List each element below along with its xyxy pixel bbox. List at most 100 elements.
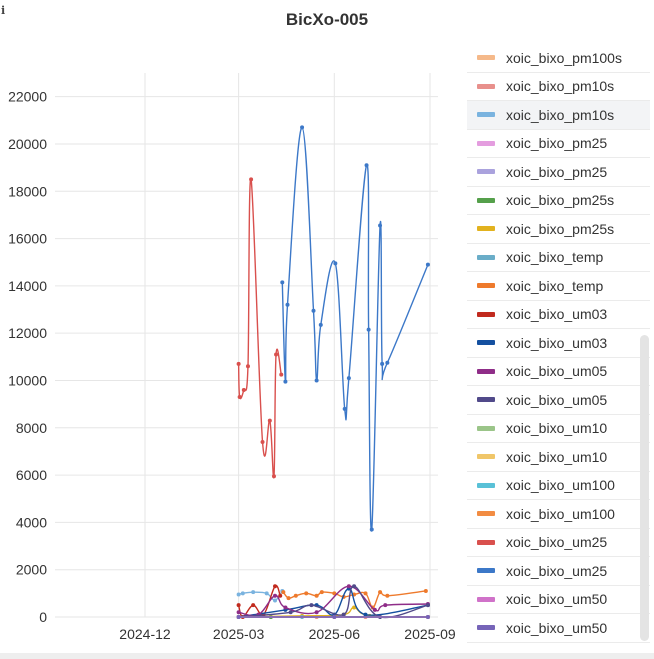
legend-item[interactable]: xoic_bixo_um10 (467, 415, 650, 443)
data-point (425, 262, 430, 267)
legend-item[interactable]: xoic_bixo_um05 (467, 358, 650, 386)
legend-label: xoic_bixo_pm25s (506, 220, 615, 237)
legend-item[interactable]: xoic_bixo_um03 (467, 301, 650, 329)
data-point (281, 590, 286, 595)
data-point (251, 590, 256, 595)
series-11 (236, 584, 430, 617)
legend-label: xoic_bixo_pm10s (506, 78, 615, 95)
legend-label: xoic_bixo_um03 (506, 306, 608, 323)
legend-item[interactable]: xoic_bixo_um25 (467, 529, 650, 557)
legend-scrollbar[interactable] (640, 335, 649, 641)
data-point (245, 364, 250, 369)
legend-label: xoic_bixo_pm25 (506, 135, 608, 152)
data-point (273, 598, 278, 603)
data-point (363, 591, 368, 596)
legend-label: xoic_bixo_um25 (506, 534, 608, 551)
legend-item[interactable]: xoic_bixo_pm25s (467, 187, 650, 215)
legend-swatch (477, 283, 495, 289)
tick-labels: 0 2000 4000 6000 8000 10000 12000 14000 16000 180… (8, 89, 456, 642)
data-point (271, 474, 276, 479)
legend-item[interactable]: xoic_bixo_um100 (467, 472, 650, 500)
series-line (237, 178, 282, 479)
legend-label: xoic_bixo_um10 (506, 420, 608, 437)
legend-label: xoic_bixo_pm25s (506, 192, 615, 209)
legend-item[interactable]: xoic_bixo_um50 (467, 614, 650, 643)
data-point (300, 125, 305, 130)
data-point (333, 261, 338, 266)
legend-item[interactable]: xoic_bixo_pm25s (467, 215, 650, 244)
data-point (369, 527, 374, 532)
data-point (237, 395, 242, 400)
legend-swatch (477, 197, 495, 203)
data-point (314, 593, 319, 598)
info-icon[interactable]: i (1, 4, 6, 17)
y-tick-label: 20000 (8, 136, 47, 152)
data-point (314, 378, 319, 383)
data-point (372, 607, 377, 612)
legend-swatch (477, 340, 495, 346)
data-point (383, 603, 388, 608)
y-tick-label: 8000 (16, 420, 47, 436)
data-point (241, 387, 246, 392)
legend-label: xoic_bixo_um05 (506, 391, 608, 408)
data-point (341, 612, 346, 617)
legend-label: xoic_bixo_um10 (506, 448, 608, 465)
legend-label: xoic_bixo_um50 (506, 591, 608, 608)
legend-swatch (477, 254, 495, 260)
legend-item[interactable]: xoic_bixo_um05 (467, 386, 650, 415)
chart-title: BicXo-005 (285, 10, 369, 29)
legend-label: xoic_bixo_um50 (506, 619, 608, 636)
legend-swatch (477, 55, 495, 61)
data-point (423, 588, 428, 593)
data-point (311, 308, 316, 313)
legend-item[interactable]: xoic_bixo_um03 (467, 329, 650, 358)
legend-item[interactable]: xoic_bixo_um25 (467, 557, 650, 586)
legend-label: xoic_bixo_pm10s (506, 106, 615, 123)
legend-item[interactable]: xoic_bixo_um50 (467, 586, 650, 614)
legend-item[interactable]: xoic_bixo_pm100s (467, 44, 650, 73)
data-point (286, 596, 291, 601)
data-point (236, 615, 241, 619)
y-tick-label: 6000 (16, 467, 47, 483)
data-point (267, 418, 272, 423)
data-point (236, 603, 241, 608)
legend-item[interactable]: xoic_bixo_temp (467, 244, 650, 272)
legend-swatch (477, 596, 495, 602)
data-point (285, 302, 290, 307)
series-12 (236, 584, 430, 619)
y-tick-label: 0 (39, 609, 47, 625)
legend-swatch (477, 112, 495, 118)
legend-item[interactable]: xoic_bixo_pm10s (467, 101, 650, 130)
legend-item[interactable]: xoic_bixo_pm10s (467, 73, 650, 101)
legend-label: xoic_bixo_temp (506, 249, 604, 266)
legend-swatch (477, 368, 495, 374)
series-17 (236, 177, 284, 479)
data-point (279, 372, 284, 377)
legend-item[interactable]: xoic_bixo_temp (467, 272, 650, 301)
data-point (319, 590, 324, 595)
data-point (318, 322, 323, 327)
y-tick-label: 12000 (8, 325, 47, 341)
data-point (240, 591, 245, 596)
data-point (293, 593, 298, 598)
data-point (309, 603, 314, 608)
y-tick-label: 2000 (16, 562, 47, 578)
legend-item[interactable]: xoic_bixo_pm25 (467, 130, 650, 158)
legend-item[interactable]: xoic_bixo_pm25 (467, 158, 650, 187)
legend: xoic_bixo_pm100s xoic_bixo_pm10s xoic_bixo… (467, 44, 650, 644)
series-18 (280, 125, 430, 532)
data-point (283, 379, 288, 384)
legend-item[interactable]: xoic_bixo_um10 (467, 443, 650, 472)
legend-label: xoic_bixo_um100 (506, 505, 615, 522)
data-point (288, 610, 293, 615)
data-point (425, 615, 430, 619)
horizontal-scrollbar[interactable] (0, 653, 654, 659)
legend-item[interactable]: xoic_bixo_um100 (467, 500, 650, 529)
y-tick-label: 14000 (8, 278, 47, 294)
legend-swatch (477, 482, 495, 488)
data-point (264, 591, 269, 596)
legend-swatch (477, 539, 495, 545)
data-point (304, 591, 309, 596)
data-point (385, 593, 390, 598)
data-point (366, 327, 371, 332)
